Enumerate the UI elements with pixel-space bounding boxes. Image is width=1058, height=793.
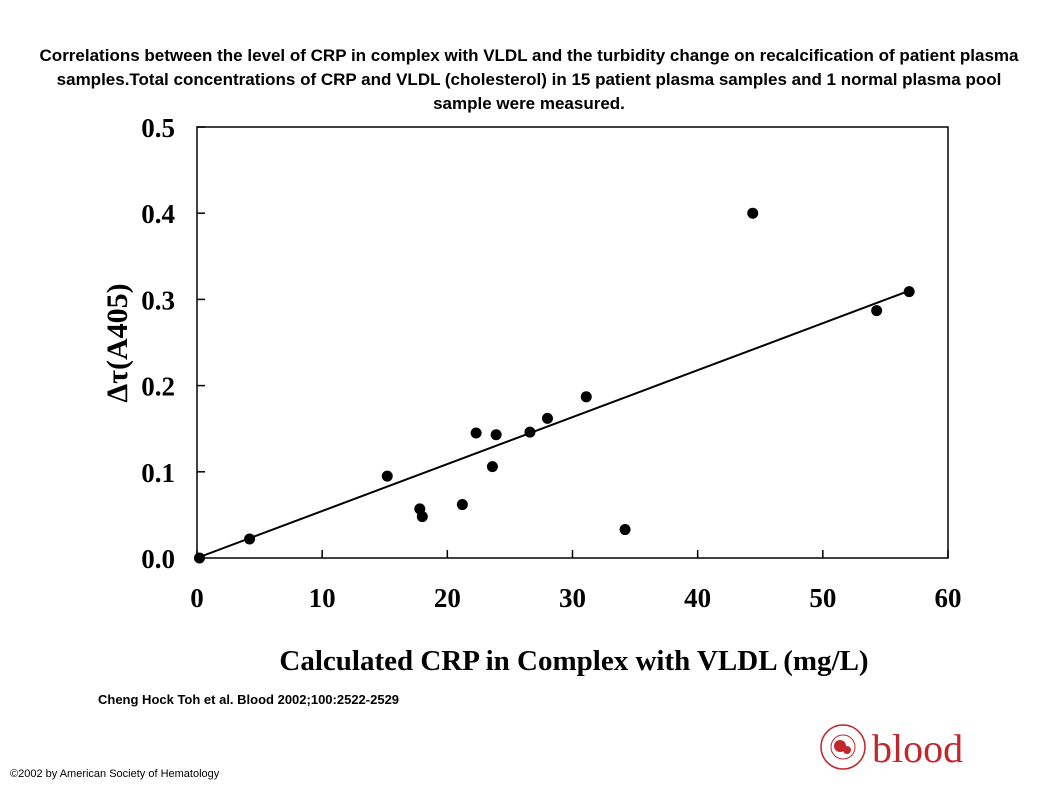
x-axis-label: Calculated CRP in Complex with VLDL (mg/…	[279, 645, 868, 677]
data-point	[747, 207, 759, 219]
data-point	[470, 427, 482, 439]
data-point	[194, 552, 206, 564]
x-tick-label: 40	[684, 583, 711, 613]
data-point	[490, 429, 502, 441]
y-tick-label: 0.1	[141, 458, 175, 488]
regression-line	[196, 289, 910, 559]
data-point	[381, 470, 393, 482]
data-point	[903, 286, 915, 298]
x-tick-label: 20	[434, 583, 461, 613]
data-point	[416, 511, 428, 523]
data-point	[580, 391, 592, 403]
blood-journal-logo: blood	[820, 724, 963, 771]
figure-title: Correlations between the level of CRP in…	[39, 46, 1019, 113]
x-tick-label: 60	[935, 583, 962, 613]
data-point	[871, 305, 883, 317]
blood-cell-icon	[834, 740, 846, 752]
data-point	[541, 412, 553, 424]
copyright-notice: ©2002 by American Society of Hematology	[10, 768, 220, 780]
data-point	[456, 499, 468, 511]
x-tick-label: 50	[809, 583, 836, 613]
society-seal-icon	[820, 724, 866, 770]
y-tick-label: 0.4	[141, 199, 175, 229]
blood-cell-icon	[843, 746, 851, 754]
x-tick-label: 0	[190, 583, 204, 613]
blood-wordmark: blood	[872, 726, 963, 771]
y-tick-label: 0.3	[141, 285, 175, 315]
data-point	[619, 524, 631, 536]
data-points	[194, 207, 915, 564]
data-point	[244, 533, 256, 545]
data-point	[524, 426, 536, 438]
x-tick-label: 30	[559, 583, 586, 613]
scatter-chart: 0.0 0.1 0.2 0.3 0.4 0.5 0 10 20 30 40 50 60 Calcula…	[101, 113, 962, 677]
plot-area-frame	[196, 126, 949, 559]
y-axis-label: Δτ(A405)	[101, 283, 134, 402]
y-tick-label: 0.2	[141, 372, 175, 402]
x-tick-label: 10	[309, 583, 336, 613]
y-tick-label: 0.0	[141, 544, 175, 574]
seal-inner-ring	[830, 734, 856, 760]
y-tick-label: 0.5	[141, 113, 175, 143]
y-axis: 0.0 0.1 0.2 0.3 0.4 0.5	[141, 113, 205, 574]
citation: Cheng Hock Toh et al. Blood 2002;100:252…	[98, 692, 400, 707]
x-axis: 0 10 20 30 40 50 60	[190, 550, 962, 613]
data-point	[486, 461, 498, 473]
